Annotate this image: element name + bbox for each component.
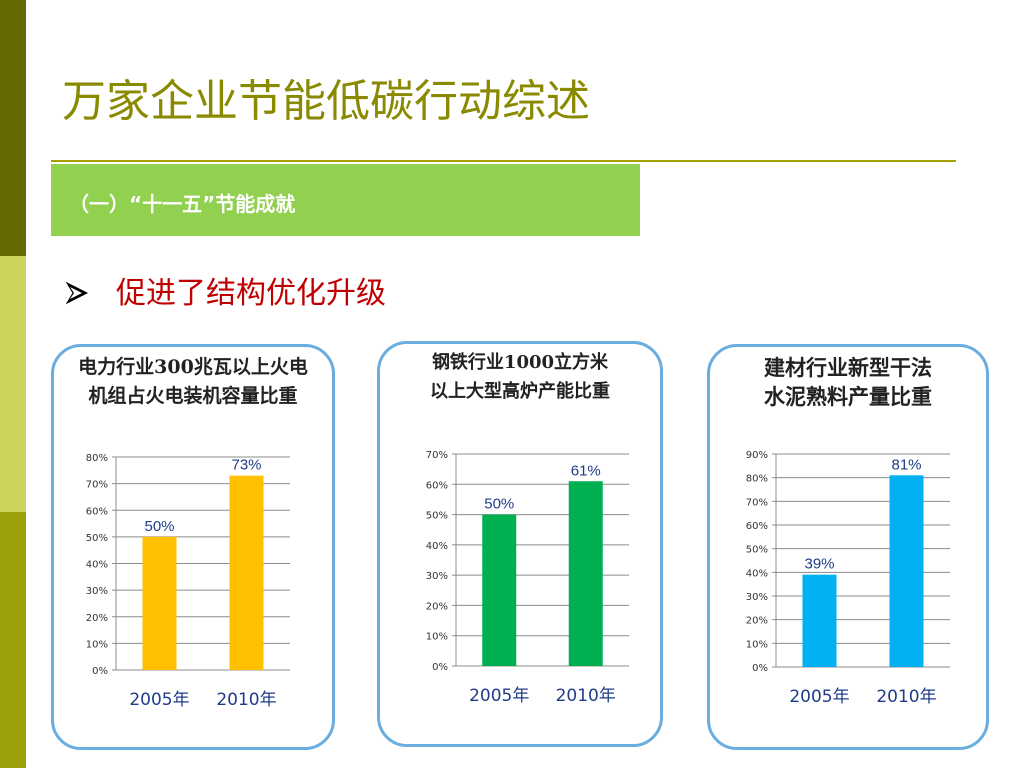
section-banner: （一）“十一五”节能成就 xyxy=(51,164,640,236)
y-tick-label: 70% xyxy=(426,450,448,461)
data-label: 73% xyxy=(231,457,261,474)
x-category-label: 2010年 xyxy=(556,686,616,706)
y-tick-label: 50% xyxy=(426,511,448,522)
bullet-text: 促进了结构优化升级 xyxy=(116,276,386,311)
bar xyxy=(229,475,264,670)
chart-title-line-1: 建材行业新型干法 xyxy=(764,355,932,380)
y-tick-label: 90% xyxy=(746,450,768,461)
chart-title-line-2: 机组占火电装机容量比重 xyxy=(88,385,298,407)
left-accent-band-middle xyxy=(0,256,26,512)
chart-title-line-2: 水泥熟料产量比重 xyxy=(764,384,932,409)
slide-title: 万家企业节能低碳行动综述 xyxy=(62,76,590,127)
y-tick-label: 10% xyxy=(86,639,108,650)
x-category-label: 2010年 xyxy=(876,687,936,707)
x-category-label: 2005年 xyxy=(789,687,849,707)
bar-chart-steel: 0% 10% 20% 30% 40% 50% 60% 70% 50% 2005年 61% 2010年 xyxy=(426,450,629,706)
y-tick-label: 30% xyxy=(86,586,108,597)
bar-chart-building-materials: 0% 10% 20% 30% 40% 50% 60% 70% 80% 90% 39% 2005年 81%… xyxy=(746,450,950,707)
x-category-label: 2005年 xyxy=(129,690,189,710)
y-tick-label: 80% xyxy=(86,453,108,464)
y-tick-label: 10% xyxy=(426,632,448,643)
left-accent-band-top xyxy=(0,0,26,256)
y-tick-label: 70% xyxy=(86,480,108,491)
chart-title: 电力行业300兆瓦以上火电 机组占火电装机容量比重 xyxy=(54,353,332,411)
y-tick-label: 40% xyxy=(86,560,108,571)
y-tick-label: 50% xyxy=(86,533,108,544)
section-label: （一）“十一五”节能成就 xyxy=(69,192,296,216)
chart-title: 建材行业新型干法 水泥熟料产量比重 xyxy=(710,353,986,411)
y-tick-label: 20% xyxy=(746,616,768,627)
y-tick-label: 60% xyxy=(746,521,768,532)
y-tick-label: 60% xyxy=(86,506,108,517)
chart-title: 钢铁行业1000立方米 以上大型高炉产能比重 xyxy=(380,348,660,406)
y-tick-label: 20% xyxy=(426,601,448,612)
y-tick-label: 40% xyxy=(426,541,448,552)
data-label: 50% xyxy=(484,496,514,513)
data-label: 81% xyxy=(891,456,921,473)
bar xyxy=(802,574,837,667)
x-category-label: 2010年 xyxy=(216,690,276,710)
data-label: 61% xyxy=(571,462,601,479)
left-accent-band-bottom xyxy=(0,512,26,768)
bar-chart-power: 0% 10% 20% 30% 40% 50% 60% 70% 80% 50% 2005年 73% 201… xyxy=(86,453,290,710)
y-tick-label: 10% xyxy=(746,639,768,650)
y-tick-label: 0% xyxy=(752,663,768,674)
y-tick-label: 20% xyxy=(86,613,108,624)
y-tick-label: 0% xyxy=(432,662,448,673)
bar xyxy=(889,475,924,667)
y-tick-label: 50% xyxy=(746,545,768,556)
y-tick-label: 0% xyxy=(92,666,108,677)
title-divider xyxy=(51,160,956,162)
y-tick-label: 80% xyxy=(746,474,768,485)
chart-card-steel: 钢铁行业1000立方米 以上大型高炉产能比重 0% 10% 20% 30% 40% 50%… xyxy=(377,341,663,747)
data-label: 50% xyxy=(144,518,174,535)
chart-card-building-materials: 建材行业新型干法 水泥熟料产量比重 0% 10% 20% 30% 40% 50% 60% 70… xyxy=(707,344,989,750)
y-tick-label: 60% xyxy=(426,480,448,491)
chart-title-line-2: 以上大型高炉产能比重 xyxy=(430,381,610,402)
bar xyxy=(482,514,517,666)
y-tick-label: 40% xyxy=(746,568,768,579)
x-category-label: 2005年 xyxy=(469,686,529,706)
chart-card-power: 电力行业300兆瓦以上火电 机组占火电装机容量比重 0% 10% 20% 30% 40%… xyxy=(51,344,335,750)
data-label: 39% xyxy=(804,556,834,573)
y-tick-label: 30% xyxy=(746,592,768,603)
y-tick-label: 30% xyxy=(426,571,448,582)
arrow-bullet-icon xyxy=(65,281,89,305)
y-tick-label: 70% xyxy=(746,497,768,508)
chart-title-line-1: 钢铁行业1000立方米 xyxy=(431,352,609,373)
bar xyxy=(142,536,177,670)
chart-title-line-1: 电力行业300兆瓦以上火电 xyxy=(78,356,308,378)
bar xyxy=(568,481,603,666)
